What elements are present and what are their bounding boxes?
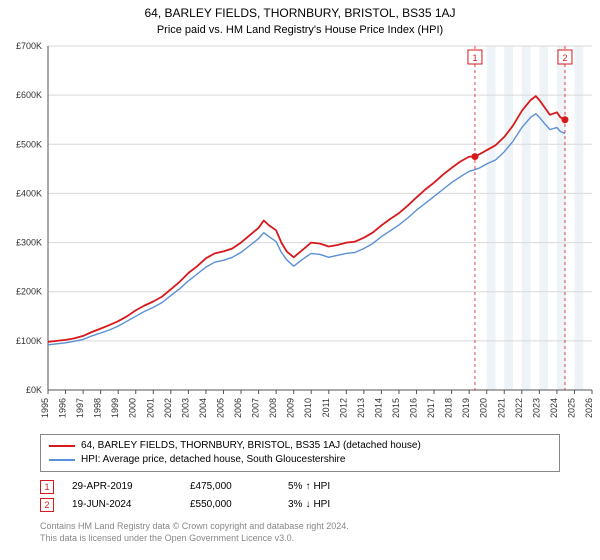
svg-text:1998: 1998 — [93, 398, 103, 418]
svg-text:2025: 2025 — [566, 398, 576, 418]
svg-text:2022: 2022 — [514, 398, 524, 418]
svg-text:2015: 2015 — [391, 398, 401, 418]
chart-title: 64, BARLEY FIELDS, THORNBURY, BRISTOL, B… — [0, 0, 600, 20]
svg-text:£200K: £200K — [16, 287, 42, 297]
svg-text:2002: 2002 — [163, 398, 173, 418]
svg-text:2000: 2000 — [128, 398, 138, 418]
chart-plot: £0K £100K £200K £300K £400K £500K £600K £700K 19… — [0, 40, 600, 428]
svg-text:2011: 2011 — [321, 398, 331, 417]
svg-text:2006: 2006 — [233, 398, 243, 418]
svg-text:2007: 2007 — [251, 398, 261, 418]
svg-text:2016: 2016 — [409, 398, 419, 418]
svg-text:1997: 1997 — [75, 398, 85, 418]
svg-text:2014: 2014 — [373, 398, 383, 418]
svg-text:2004: 2004 — [198, 398, 208, 418]
marker-delta: 3% ↓ HPI — [288, 496, 368, 514]
svg-text:2019: 2019 — [461, 398, 471, 418]
svg-text:1999: 1999 — [110, 398, 120, 418]
marker-table: 1 29-APR-2019 £475,000 5% ↑ HPI 2 19-JUN… — [40, 478, 560, 514]
marker-date: 19-JUN-2024 — [72, 496, 172, 514]
marker-row: 2 19-JUN-2024 £550,000 3% ↓ HPI — [40, 496, 560, 514]
svg-text:2020: 2020 — [479, 398, 489, 418]
svg-text:1996: 1996 — [58, 398, 68, 418]
legend-label: 64, BARLEY FIELDS, THORNBURY, BRISTOL, B… — [81, 439, 421, 453]
marker-date: 29-APR-2019 — [72, 478, 172, 496]
svg-text:1: 1 — [472, 53, 477, 63]
legend-item: HPI: Average price, detached house, Sout… — [49, 453, 551, 467]
svg-text:2012: 2012 — [338, 398, 348, 418]
svg-text:2017: 2017 — [426, 398, 436, 418]
arrow-down-icon: ↓ — [305, 496, 310, 514]
marker-price: £550,000 — [190, 496, 270, 514]
svg-text:2005: 2005 — [215, 398, 225, 418]
legend-swatch — [49, 445, 75, 447]
svg-text:2024: 2024 — [549, 398, 559, 418]
svg-text:2008: 2008 — [268, 398, 278, 418]
svg-text:2013: 2013 — [356, 398, 366, 418]
legend-item: 64, BARLEY FIELDS, THORNBURY, BRISTOL, B… — [49, 439, 551, 453]
marker-row: 1 29-APR-2019 £475,000 5% ↑ HPI — [40, 478, 560, 496]
svg-text:£100K: £100K — [16, 336, 42, 346]
svg-text:£600K: £600K — [16, 90, 42, 100]
legend: 64, BARLEY FIELDS, THORNBURY, BRISTOL, B… — [40, 434, 560, 472]
svg-text:£400K: £400K — [16, 188, 42, 198]
marker-badge: 2 — [40, 498, 54, 512]
svg-text:2018: 2018 — [444, 398, 454, 418]
chart-subtitle: Price paid vs. HM Land Registry's House … — [0, 20, 600, 40]
marker-delta: 5% ↑ HPI — [288, 478, 368, 496]
legend-swatch — [49, 459, 75, 461]
chart-container: 64, BARLEY FIELDS, THORNBURY, BRISTOL, B… — [0, 0, 600, 560]
svg-text:2003: 2003 — [180, 398, 190, 418]
svg-text:2021: 2021 — [496, 398, 506, 418]
svg-text:2026: 2026 — [584, 398, 594, 418]
legend-label: HPI: Average price, detached house, Sout… — [81, 453, 345, 467]
svg-text:1995: 1995 — [40, 398, 50, 418]
svg-text:£500K: £500K — [16, 139, 42, 149]
svg-text:2001: 2001 — [145, 398, 155, 418]
footer-line: Contains HM Land Registry data © Crown c… — [40, 520, 560, 532]
svg-text:2009: 2009 — [286, 398, 296, 418]
svg-text:2: 2 — [562, 53, 567, 63]
chart-svg: £0K £100K £200K £300K £400K £500K £600K £700K 19… — [0, 40, 600, 428]
svg-text:£300K: £300K — [16, 238, 42, 248]
footer-line: This data is licensed under the Open Gov… — [40, 532, 560, 544]
footer: Contains HM Land Registry data © Crown c… — [40, 520, 560, 544]
svg-text:2023: 2023 — [531, 398, 541, 418]
arrow-up-icon: ↑ — [305, 478, 310, 496]
marker-badge: 1 — [40, 480, 54, 494]
svg-text:£700K: £700K — [16, 41, 42, 51]
marker-price: £475,000 — [190, 478, 270, 496]
svg-text:2010: 2010 — [303, 398, 313, 418]
svg-text:£0K: £0K — [26, 385, 42, 395]
